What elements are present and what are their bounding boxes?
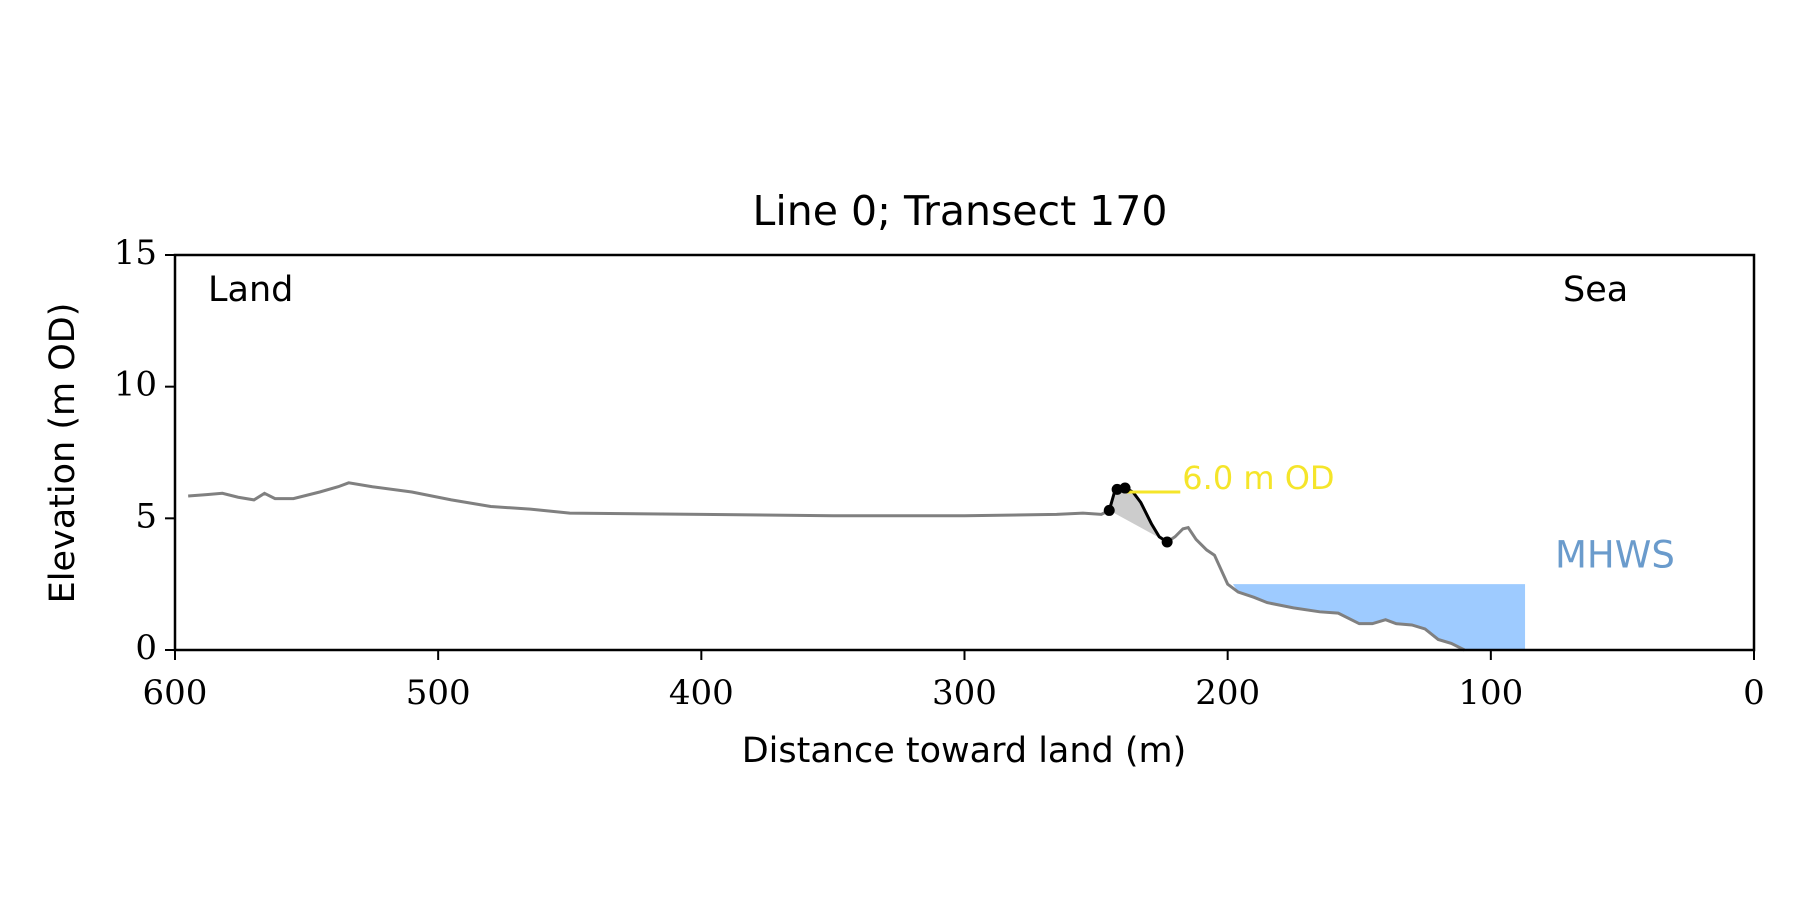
x-tick-label: 0 (1743, 673, 1765, 713)
x-tick-label: 200 (1195, 673, 1260, 713)
cliff-point (1119, 482, 1131, 494)
land-annotation: Land (208, 270, 293, 310)
x-tick-label: 600 (143, 673, 208, 713)
chart-title: Line 0; Transect 170 (753, 187, 1168, 235)
y-tick-label: 5 (135, 496, 157, 536)
x-tick-label: 300 (932, 673, 997, 713)
x-tick-label: 400 (669, 673, 734, 713)
cliff-point (1161, 536, 1173, 548)
y-tick-label: 0 (135, 628, 157, 668)
x-axis-label: Distance toward land (m) (742, 731, 1187, 771)
profile-line (188, 481, 1466, 652)
x-tick-label: 500 (406, 673, 471, 713)
mhws-label: MHWS (1555, 534, 1675, 577)
mhws-area (1232, 584, 1526, 650)
y-tick-label: 15 (114, 233, 157, 273)
contour-label: 6.0 m OD (1182, 459, 1334, 497)
y-tick-label: 10 (114, 365, 157, 405)
cliff-point (1103, 504, 1115, 516)
sea-annotation: Sea (1563, 270, 1628, 310)
x-tick-label: 100 (1458, 673, 1523, 713)
y-axis-label: Elevation (m OD) (43, 303, 83, 604)
